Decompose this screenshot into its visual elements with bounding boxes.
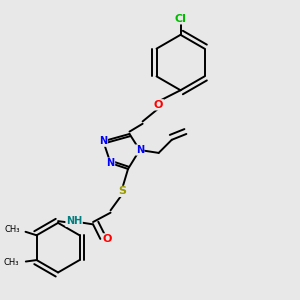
Text: N: N <box>99 136 107 146</box>
Text: N: N <box>136 145 144 155</box>
Text: N: N <box>106 158 115 168</box>
Text: O: O <box>103 234 112 244</box>
Text: S: S <box>118 186 126 197</box>
Text: CH₃: CH₃ <box>4 225 20 234</box>
Text: CH₃: CH₃ <box>3 259 19 268</box>
Text: Cl: Cl <box>175 14 187 24</box>
Text: O: O <box>154 100 163 110</box>
Text: NH: NH <box>66 216 82 226</box>
